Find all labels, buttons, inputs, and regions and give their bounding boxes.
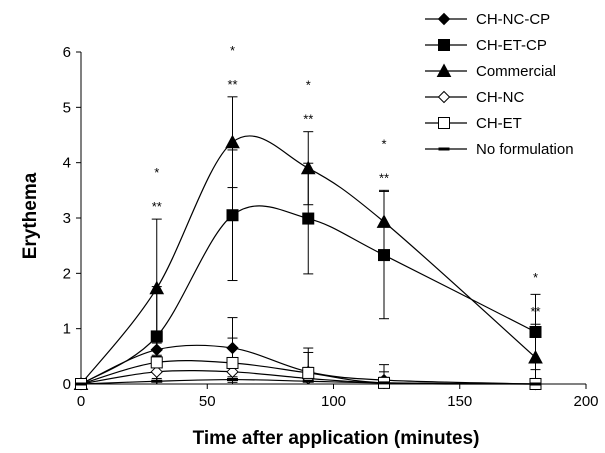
annotation-double-star: ** bbox=[379, 170, 389, 185]
legend-label-ch-et: CH-ET bbox=[476, 115, 522, 132]
error-bars bbox=[151, 96, 541, 385]
y-tick-label: 2 bbox=[63, 265, 71, 282]
significance-annotations: *************** bbox=[152, 43, 541, 319]
series-line-commercial bbox=[80, 135, 536, 385]
marker-ch-nc-cp bbox=[226, 341, 239, 355]
legend-label-ch-et-cp: CH-ET-CP bbox=[476, 37, 547, 54]
data-markers bbox=[73, 134, 543, 391]
marker-ch-et bbox=[150, 356, 163, 369]
marker-commercial bbox=[149, 280, 165, 295]
x-tick-label: 150 bbox=[447, 393, 472, 410]
x-tick-label: 0 bbox=[77, 393, 85, 410]
series-line-ch-nc-cp bbox=[80, 344, 536, 385]
marker-commercial bbox=[376, 214, 392, 228]
marker-commercial bbox=[300, 160, 316, 175]
y-tick-label: 6 bbox=[63, 44, 71, 61]
marker-ch-nc-cp bbox=[150, 343, 163, 356]
annotation-double-star: ** bbox=[530, 304, 540, 319]
legend-marker-no-formulation bbox=[438, 147, 450, 151]
marker-commercial bbox=[528, 349, 543, 364]
legend-label-ch-nc: CH-NC bbox=[476, 89, 524, 106]
marker-ch-et-cp bbox=[529, 325, 542, 338]
y-tick-label: 0 bbox=[63, 376, 71, 393]
marker-ch-et-cp bbox=[226, 209, 239, 222]
legend-label-no-formulation: No formulation bbox=[476, 141, 574, 158]
marker-ch-nc bbox=[150, 365, 163, 379]
marker-no-formulation bbox=[302, 379, 314, 383]
x-tick-label: 50 bbox=[199, 393, 216, 410]
legend-marker-commercial bbox=[436, 63, 452, 77]
marker-no-formulation bbox=[530, 382, 541, 386]
annotation-double-star: ** bbox=[227, 77, 237, 92]
y-tick-label: 5 bbox=[63, 99, 71, 116]
annotation-single-star: * bbox=[306, 78, 311, 93]
legend-marker-ch-nc bbox=[437, 90, 451, 104]
marker-ch-nc bbox=[226, 365, 239, 379]
x-tick-label: 200 bbox=[573, 393, 598, 410]
marker-ch-et-cp bbox=[150, 330, 163, 343]
y-tick-label: 1 bbox=[63, 321, 71, 338]
y-tick-label: 4 bbox=[63, 155, 71, 172]
annotation-single-star: * bbox=[154, 165, 159, 180]
annotation-single-star: * bbox=[381, 136, 386, 151]
axes: 0 1 2 3 4 5 6 0 50 100 150 200 bbox=[63, 44, 599, 410]
annotation-double-star: ** bbox=[152, 199, 162, 214]
legend-label-ch-nc-cp: CH-NC-CP bbox=[476, 11, 550, 28]
legend-marker-ch-et-cp bbox=[438, 39, 450, 51]
annotation-single-star: * bbox=[533, 270, 538, 285]
legend-marker-ch-nc-cp bbox=[437, 12, 451, 26]
marker-ch-et-cp bbox=[378, 249, 390, 262]
x-axis-title: Time after application (minutes) bbox=[193, 428, 480, 449]
legend: CH-NC-CP CH-ET-CP Commercial CH-NC CH-ET No f… bbox=[425, 11, 574, 158]
legend-marker-ch-et bbox=[438, 117, 450, 129]
marker-ch-et bbox=[302, 366, 315, 379]
marker-ch-et-cp bbox=[302, 212, 315, 225]
y-tick-label: 3 bbox=[63, 210, 71, 227]
marker-no-formulation bbox=[151, 379, 163, 383]
y-axis-title: Erythema bbox=[20, 172, 41, 259]
annotation-double-star: ** bbox=[303, 112, 313, 127]
marker-commercial bbox=[225, 134, 240, 149]
marker-no-formulation bbox=[378, 381, 390, 385]
legend-label-commercial: Commercial bbox=[476, 63, 556, 80]
marker-ch-et bbox=[226, 356, 239, 369]
marker-no-formulation bbox=[227, 378, 238, 382]
annotation-single-star: * bbox=[230, 43, 235, 58]
marker-no-formulation bbox=[75, 382, 87, 386]
x-tick-label: 100 bbox=[321, 393, 346, 410]
